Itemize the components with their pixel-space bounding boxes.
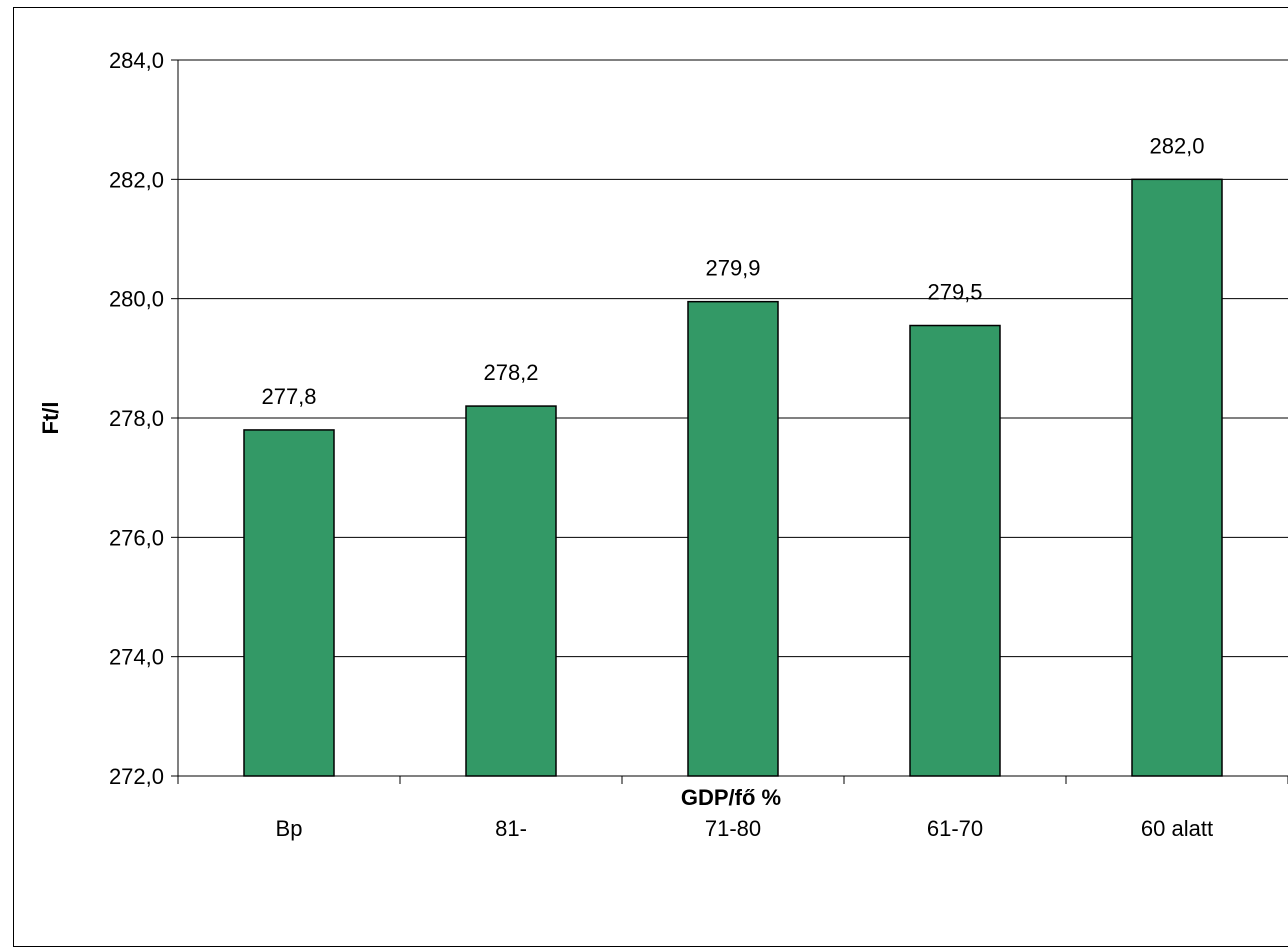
x-tick-label-1: 81-: [495, 816, 527, 841]
bar-2: [687, 300, 779, 777]
x-ticks: Bp 81- 71-80 61-70 60 alatt: [177, 776, 1288, 841]
data-label-4: 282,0: [1149, 133, 1204, 158]
x-tick-label-3: 61-70: [927, 816, 983, 841]
y-ticks: 272,0 274,0 276,0 278,0 280,0 282,0 284,0: [109, 48, 178, 789]
data-label-2: 279,9: [705, 256, 760, 281]
y-tick-label: 276,0: [109, 525, 164, 550]
bar-3: [909, 324, 1001, 777]
x-tick-label-4: 60 alatt: [1141, 816, 1213, 841]
x-tick-label-2: 71-80: [705, 816, 761, 841]
x-axis-title: GDP/fő %: [681, 785, 781, 810]
bar-4: [1131, 178, 1223, 777]
y-tick-label: 282,0: [109, 167, 164, 192]
data-label-3: 279,5: [927, 280, 982, 305]
y-tick-label: 280,0: [109, 287, 164, 312]
y-tick-label: 278,0: [109, 406, 164, 431]
data-label-1: 278,2: [483, 360, 538, 385]
x-tick-label-0: Bp: [276, 816, 303, 841]
bar-0: [243, 429, 335, 777]
y-tick-label: 272,0: [109, 764, 164, 789]
data-label-0: 277,8: [261, 384, 316, 409]
bar-1: [465, 405, 557, 777]
data-labels: 277,8 278,2 279,9 279,5 282,0: [261, 133, 1204, 409]
y-tick-label: 274,0: [109, 645, 164, 670]
y-axis-title: Ft/l: [38, 402, 63, 435]
chart-frame: [13, 7, 1288, 947]
y-tick-label: 284,0: [109, 48, 164, 73]
